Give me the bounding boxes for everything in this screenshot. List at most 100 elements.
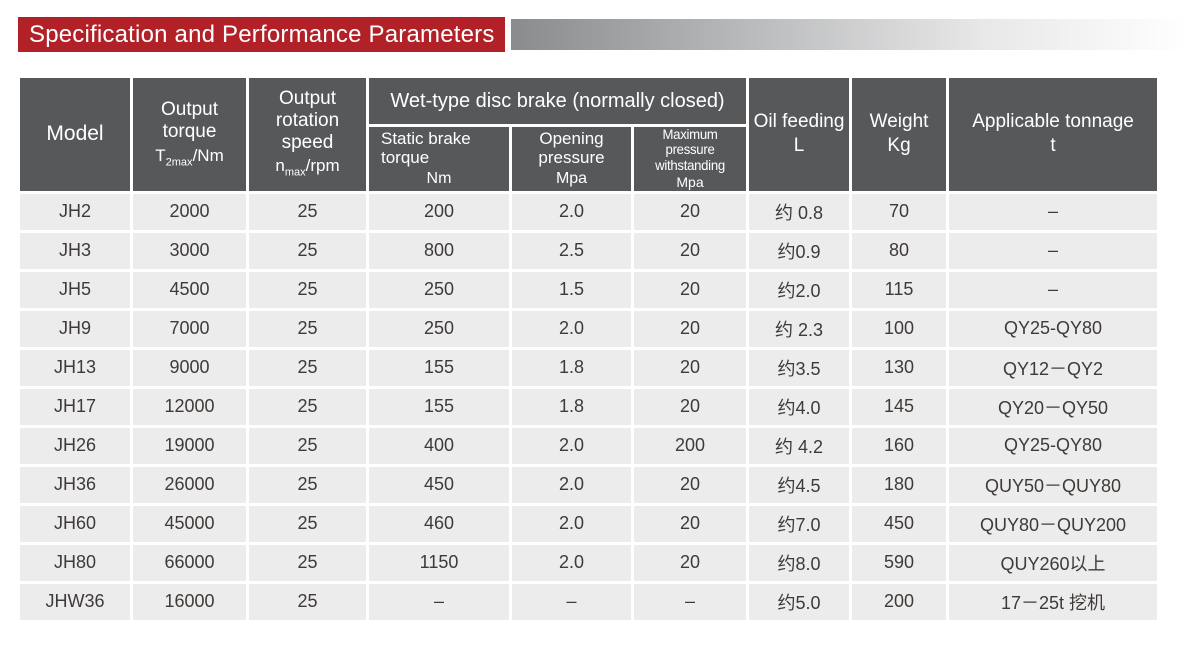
value-cell: –	[634, 583, 747, 620]
table-row: JH60 45000 25 460 2.0 20 约7.0 450 QUY80－QUY200	[20, 505, 1158, 542]
value-cell: 115	[852, 271, 947, 308]
value-cell: –	[369, 583, 509, 620]
value-cell: 66000	[133, 544, 246, 581]
value-cell: –	[512, 583, 631, 620]
col-header-output-torque: Output torque T2max/Nm	[133, 78, 246, 191]
model-cell: JH3	[20, 232, 130, 269]
value-cell: 2.5	[512, 232, 631, 269]
value-cell: QUY80－QUY200	[949, 505, 1158, 542]
value-cell: 约4.0	[749, 388, 850, 425]
header-symbol: nmax/rpm	[275, 156, 340, 179]
value-cell: 20	[634, 349, 747, 386]
value-cell: 25	[249, 349, 366, 386]
value-cell: 3000	[133, 232, 246, 269]
value-cell: 400	[369, 427, 509, 464]
header-label-line: rotation	[275, 110, 340, 132]
model-cell: JH17	[20, 388, 130, 425]
header-label-line: speed	[281, 131, 334, 153]
model-cell: JH36	[20, 466, 130, 503]
value-cell: 约 2.3	[749, 310, 850, 347]
model-cell: JH2	[20, 193, 130, 230]
table-row: JH3 3000 25 800 2.5 20 约0.9 80–	[20, 232, 1158, 269]
value-cell: 25	[249, 544, 366, 581]
header-label-line: Opening	[539, 129, 604, 149]
header-label-line: Output	[160, 99, 219, 121]
value-cell: 250	[369, 310, 509, 347]
value-cell: 25	[249, 466, 366, 503]
table-row: JH26 19000 25 400 2.0 200 约 4.2 160 QY25-QY80	[20, 427, 1158, 464]
value-cell: 20	[634, 544, 747, 581]
model-cell: JH60	[20, 505, 130, 542]
value-cell: 460	[369, 505, 509, 542]
value-cell: 200	[369, 193, 509, 230]
value-cell: 2.0	[512, 193, 631, 230]
value-cell: 26000	[133, 466, 246, 503]
value-cell: QY20－QY50	[949, 388, 1158, 425]
value-cell: 20	[634, 193, 747, 230]
model-cell: JH9	[20, 310, 130, 347]
value-cell: 12000	[133, 388, 246, 425]
value-cell: 2000	[133, 193, 246, 230]
header-symbol: T2max/Nm	[155, 145, 224, 168]
value-cell: 20	[634, 232, 747, 269]
header-unit-line: Mpa	[676, 174, 704, 191]
value-cell: 155	[369, 349, 509, 386]
header-label-line: torque	[381, 147, 430, 167]
value-cell: 20	[634, 466, 747, 503]
value-cell: 2.0	[512, 544, 631, 581]
value-cell: 180	[852, 466, 947, 503]
value-cell: QY25-QY80	[949, 310, 1158, 347]
value-cell: QY12－QY2	[949, 349, 1158, 386]
model-cell: JH80	[20, 544, 130, 581]
value-cell: 80	[852, 232, 947, 269]
value-cell: –	[949, 193, 1158, 230]
value-cell: 590	[852, 544, 947, 581]
value-cell: 4500	[133, 271, 246, 308]
value-cell: 20	[634, 310, 747, 347]
banner-gradient-bar	[510, 19, 1188, 50]
value-cell: 130	[852, 349, 947, 386]
value-cell: QY25-QY80	[949, 427, 1158, 464]
value-cell: 20	[634, 271, 747, 308]
header-label-line: Applicable tonnage	[972, 110, 1134, 132]
table-row: JH80 66000 25 1150 2.0 20 约8.0 590 QUY260以上	[20, 544, 1158, 581]
value-cell: 250	[369, 271, 509, 308]
value-cell: QUY50－QUY80	[949, 466, 1158, 503]
header-unit-line: Nm	[426, 169, 452, 187]
table-body: JH2 2000 25 200 2.0 20 约 0.8 70– JH3 3000 25 800 2.5…	[20, 193, 1158, 620]
spec-table: Model Output torque T2max/Nm Output rota…	[17, 75, 1160, 623]
col-header-weight: Weight Kg	[852, 78, 947, 191]
value-cell: 17－25t 挖机	[949, 583, 1158, 620]
value-cell: 25	[249, 232, 366, 269]
value-cell: 25	[249, 388, 366, 425]
value-cell: 25	[249, 427, 366, 464]
value-cell: 约4.5	[749, 466, 850, 503]
value-cell: 约7.0	[749, 505, 850, 542]
header-label-line: torque	[162, 120, 217, 142]
value-cell: 145	[852, 388, 947, 425]
value-cell: 1.5	[512, 271, 631, 308]
header-label-line: Static brake	[381, 129, 471, 149]
model-cell: JHW36	[20, 583, 130, 620]
value-cell: –	[949, 271, 1158, 308]
header-unit-line: t	[1050, 135, 1056, 157]
value-cell: 2.0	[512, 505, 631, 542]
col-header-static-brake: Static brake torque Nm	[369, 127, 509, 191]
header-unit-line: L	[793, 135, 805, 157]
value-cell: 约0.9	[749, 232, 850, 269]
value-cell: 20	[634, 505, 747, 542]
value-cell: 45000	[133, 505, 246, 542]
value-cell: 200	[852, 583, 947, 620]
col-header-tonnage: Applicable tonnage t	[949, 78, 1158, 191]
header-label-line: Oil feeding	[753, 110, 845, 132]
value-cell: 16000	[133, 583, 246, 620]
table-row: JH5 4500 25 250 1.5 20 约2.0 115–	[20, 271, 1158, 308]
col-header-opening-pressure: Opening pressure Mpa	[512, 127, 631, 191]
value-cell: 19000	[133, 427, 246, 464]
value-cell: 20	[634, 388, 747, 425]
value-cell: 约5.0	[749, 583, 850, 620]
value-cell: –	[949, 232, 1158, 269]
header-unit-line: Mpa	[555, 169, 588, 187]
value-cell: 1150	[369, 544, 509, 581]
model-cell: JH26	[20, 427, 130, 464]
